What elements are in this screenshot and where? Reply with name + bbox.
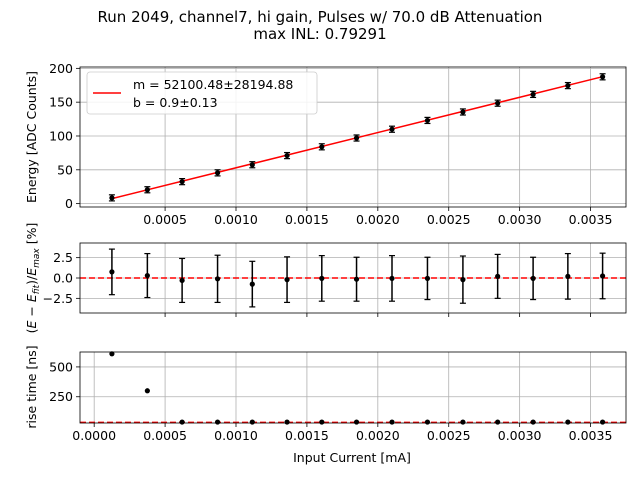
rise_time-point — [284, 419, 290, 425]
energy-point — [424, 117, 431, 124]
residuals-ytick-label: 2.5 — [53, 250, 73, 265]
rise_time-point — [214, 419, 221, 425]
figure-title-line2: max INL: 0.79291 — [253, 25, 386, 43]
ylabel-e: E — [24, 320, 39, 328]
energy-ytick-label: 100 — [49, 128, 73, 143]
energy-ytick-label: 200 — [49, 61, 73, 76]
energy-xtick-label: 0.0030 — [498, 212, 542, 227]
energy-point — [249, 162, 255, 168]
rise_time-point — [319, 419, 325, 425]
residuals-point — [530, 275, 536, 282]
residuals-point — [284, 277, 290, 283]
rise_time-xtick-label: 0.0005 — [143, 428, 187, 443]
rise_time-xtick-label: 0.0010 — [214, 428, 258, 443]
energy-xtick-label: 0.0020 — [356, 212, 400, 227]
rise_time-point — [530, 419, 536, 425]
ylabel-emax: E — [24, 268, 39, 276]
rise_time-xtick-label: 0.0025 — [427, 428, 471, 443]
rise_time-xtick-label: 0.0020 — [356, 428, 400, 443]
residuals-ytick-label: 0.0 — [53, 271, 73, 286]
legend-intercept: b = 0.9±0.13 — [133, 95, 218, 110]
rise_time-point — [565, 419, 571, 425]
residuals-point — [600, 273, 606, 279]
rise_time-ytick-label: 500 — [49, 359, 73, 374]
ylabel-open: ( — [24, 328, 39, 333]
rise_time-point — [389, 419, 395, 425]
rise_time-point — [179, 419, 185, 425]
energy-xtick-label: 0.0035 — [569, 212, 613, 227]
residuals-point — [565, 273, 571, 279]
rise_time-xtick-label: 0.0030 — [498, 428, 542, 443]
residuals-point — [424, 275, 431, 282]
energy-ytick-label: 0 — [65, 196, 73, 211]
energy-point — [460, 109, 466, 115]
residuals-point — [319, 275, 325, 282]
energy-point — [284, 152, 290, 159]
energy-xtick-label: 0.0010 — [214, 212, 258, 227]
x-axis-label: Input Current [mA] — [293, 450, 411, 465]
figure-title-line1: Run 2049, channel7, hi gain, Pulses w/ 7… — [98, 8, 543, 26]
residuals-ytick-label: −2.5 — [43, 291, 73, 306]
residuals-point — [109, 269, 115, 275]
residuals-point — [460, 277, 466, 283]
energy-ylabel: Energy [ADC Counts] — [24, 71, 39, 203]
energy-ytick-label: 150 — [49, 95, 73, 110]
ylabel-mid: )/ — [24, 275, 39, 285]
rise_time-point — [460, 419, 466, 425]
rise-time-panel: 250 500 0.0000 0.0005 0.0010 0.0015 0.0020 0.00… — [49, 351, 627, 443]
energy-point — [179, 179, 185, 185]
rise_time-xtick-label: 0.0015 — [285, 428, 329, 443]
rise_time-point — [600, 419, 606, 425]
rise_time-point — [249, 419, 255, 425]
ylabel-efit-sub: fit — [32, 284, 42, 294]
legend: m = 52100.48±28194.88 b = 0.9±0.13 — [86, 71, 318, 115]
energy-point — [144, 187, 150, 193]
energy-point — [495, 100, 501, 106]
legend-slope: m = 52100.48±28194.88 — [133, 77, 293, 92]
rise_time-point — [495, 419, 501, 425]
rise_time-point — [109, 351, 115, 357]
energy-frame — [79, 66, 627, 208]
energy-point — [214, 170, 221, 176]
energy-point — [109, 195, 115, 201]
energy-xtick-label: 0.0005 — [143, 212, 187, 227]
rise_time-point — [353, 419, 360, 425]
residuals-point — [495, 273, 501, 279]
rise_time-xtick-label: 0.0000 — [72, 428, 116, 443]
residuals-point — [144, 272, 150, 279]
energy-point — [565, 82, 571, 89]
residuals-point — [179, 277, 185, 284]
rise_time-point — [424, 419, 431, 425]
ylabel-emax-sub: max — [32, 248, 42, 268]
ylabel-efit: E — [24, 294, 39, 302]
rise_time-frame — [79, 351, 627, 424]
energy-xtick-label: 0.0025 — [427, 212, 471, 227]
energy-point — [319, 144, 325, 150]
residuals-panel: −2.5 0.0 2.5 — [43, 242, 627, 317]
rise_time-point — [144, 388, 150, 394]
energy-point — [389, 126, 395, 132]
energy-ytick-label: 50 — [57, 162, 73, 177]
ylabel-tail: [%] — [24, 223, 39, 249]
energy-point — [530, 91, 536, 97]
ylabel-minus: − — [24, 302, 39, 320]
energy-point — [600, 74, 606, 80]
residuals-point — [214, 276, 221, 282]
rise_time-xtick-label: 0.0035 — [569, 428, 613, 443]
residuals-point — [249, 281, 255, 287]
residuals-point — [353, 276, 360, 282]
residuals-point — [389, 275, 395, 282]
rise-time-ylabel: rise time [ns] — [24, 345, 39, 428]
rise_time-ytick-label: 250 — [49, 389, 73, 404]
residuals-ylabel: (E − Efit)/Emax [%] — [24, 223, 42, 334]
energy-point — [353, 135, 360, 141]
legend-box — [86, 71, 318, 115]
energy-xtick-label: 0.0015 — [285, 212, 329, 227]
